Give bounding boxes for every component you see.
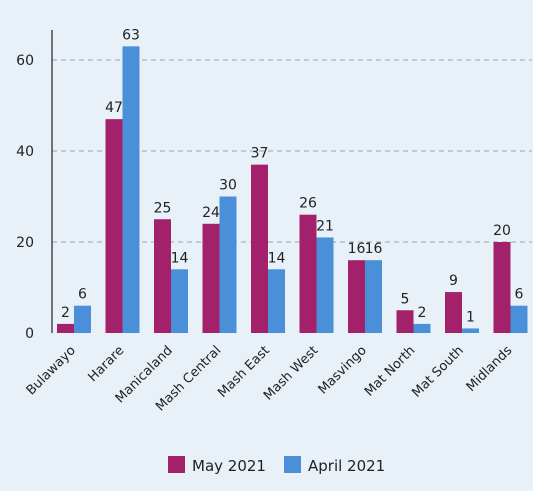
value-label: 24 — [202, 205, 220, 221]
value-label: 47 — [105, 100, 123, 116]
value-label: 6 — [515, 287, 524, 303]
bar-mash-east-april — [268, 269, 285, 333]
value-label: 9 — [449, 273, 458, 289]
y-axis-ticks: 0 20 40 60 — [16, 53, 34, 342]
value-label: 5 — [401, 291, 410, 307]
value-label: 16 — [365, 241, 383, 257]
bar-midlands-may — [493, 242, 511, 333]
bar-mat-north-may — [396, 310, 414, 333]
value-label: 6 — [78, 287, 87, 303]
bar-harare-may — [105, 119, 123, 334]
value-label: 26 — [299, 196, 317, 212]
category-label: Harare — [86, 343, 128, 385]
y-tick-label: 60 — [16, 53, 34, 69]
bars — [57, 46, 528, 334]
bar-masvingo-april — [365, 260, 382, 333]
bar-bulawayo-april — [74, 305, 91, 333]
legend-swatch — [168, 456, 185, 473]
value-label: 2 — [418, 305, 427, 321]
bar-harare-april — [122, 46, 140, 333]
bar-mash-central-may — [202, 223, 220, 333]
category-label: Mat South — [409, 343, 466, 400]
value-label: 16 — [348, 241, 366, 257]
value-label: 14 — [171, 250, 189, 266]
y-tick-label: 0 — [25, 326, 34, 342]
legend-swatch — [284, 456, 301, 473]
bar-mat-south-may — [445, 292, 462, 333]
value-label: 14 — [268, 250, 286, 266]
value-label: 63 — [122, 27, 140, 43]
legend-label: May 2021 — [192, 457, 266, 475]
gridlines — [52, 59, 532, 243]
category-label: Midlands — [464, 343, 516, 395]
bar-mash-east-may — [251, 164, 268, 333]
bar-mash-west-april — [316, 237, 334, 333]
bar-midlands-april — [510, 305, 528, 333]
value-label: 37 — [251, 146, 269, 162]
value-label: 30 — [219, 178, 237, 194]
bar-bulawayo-may — [57, 323, 74, 333]
bar-mash-west-may — [299, 214, 317, 333]
bar-manicaland-april — [171, 269, 188, 333]
value-label: 2 — [61, 305, 70, 321]
value-label: 25 — [154, 200, 172, 216]
value-label: 21 — [316, 218, 334, 234]
bar-masvingo-may — [348, 260, 365, 333]
legend-label: April 2021 — [308, 457, 385, 475]
bar-mash-central-april — [219, 196, 237, 333]
value-label: 20 — [493, 223, 511, 239]
bar-manicaland-may — [154, 219, 171, 333]
bar-mat-south-april — [462, 328, 479, 333]
bar-mat-north-april — [413, 323, 431, 333]
value-label: 1 — [466, 309, 475, 325]
category-label: Bulawayo — [24, 343, 79, 398]
y-tick-label: 40 — [16, 144, 34, 160]
y-tick-label: 20 — [16, 235, 34, 251]
legend: May 2021 April 2021 — [168, 456, 385, 475]
